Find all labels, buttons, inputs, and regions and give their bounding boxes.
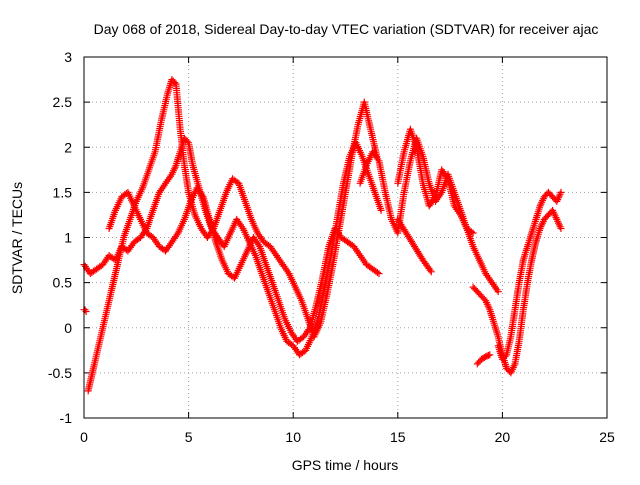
x-tick-label: 0 — [80, 429, 88, 445]
x-tick-label: 25 — [599, 429, 615, 445]
y-tick-label: 0.5 — [53, 275, 73, 291]
data-point-markers — [80, 134, 385, 359]
data-point-markers — [494, 188, 565, 363]
data-point-markers — [394, 215, 435, 276]
series-trace-h — [494, 188, 565, 363]
series-trace-a — [80, 134, 385, 359]
x-tick-label: 15 — [390, 429, 406, 445]
x-tick-label: 5 — [185, 429, 193, 445]
plot-frame — [83, 56, 608, 419]
x-tick-label: 20 — [495, 429, 511, 445]
series-trace-j — [80, 306, 90, 315]
data-point-markers — [356, 134, 502, 296]
data-points — [80, 76, 565, 395]
x-axis-label: GPS time / hours — [292, 457, 399, 473]
series-trace-f — [394, 215, 435, 276]
y-tick-label: 1.5 — [53, 184, 73, 200]
x-tick-label: 10 — [285, 429, 301, 445]
data-point-markers — [394, 125, 477, 237]
axis-ticks: 0 5 10 15 20 25 -1 -0.5 0 0.5 1 1.5 2 2.5 3 — [48, 49, 615, 445]
data-point-markers — [473, 351, 494, 368]
data-point-markers — [84, 76, 381, 395]
y-tick-label: -0.5 — [48, 365, 72, 381]
data-point-markers — [469, 206, 565, 377]
y-tick-label: 0 — [64, 320, 72, 336]
y-tick-label: 3 — [64, 49, 72, 65]
y-axis-label: SDTVAR / TECUs — [9, 182, 25, 294]
data-point-markers — [105, 184, 383, 345]
series-trace-i — [473, 351, 494, 368]
data-point-markers — [80, 306, 90, 315]
y-tick-label: -1 — [60, 410, 73, 426]
y-tick-label: 2 — [64, 139, 72, 155]
series-trace-c — [105, 184, 383, 345]
series-trace-b — [84, 76, 381, 395]
y-tick-label: 1 — [64, 230, 72, 246]
series-trace-d — [356, 134, 502, 296]
chart-title: Day 068 of 2018, Sidereal Day-to-day VTE… — [94, 21, 599, 37]
y-tick-label: 2.5 — [53, 94, 73, 110]
series-trace-g — [469, 206, 565, 377]
series-trace-e — [394, 125, 477, 237]
